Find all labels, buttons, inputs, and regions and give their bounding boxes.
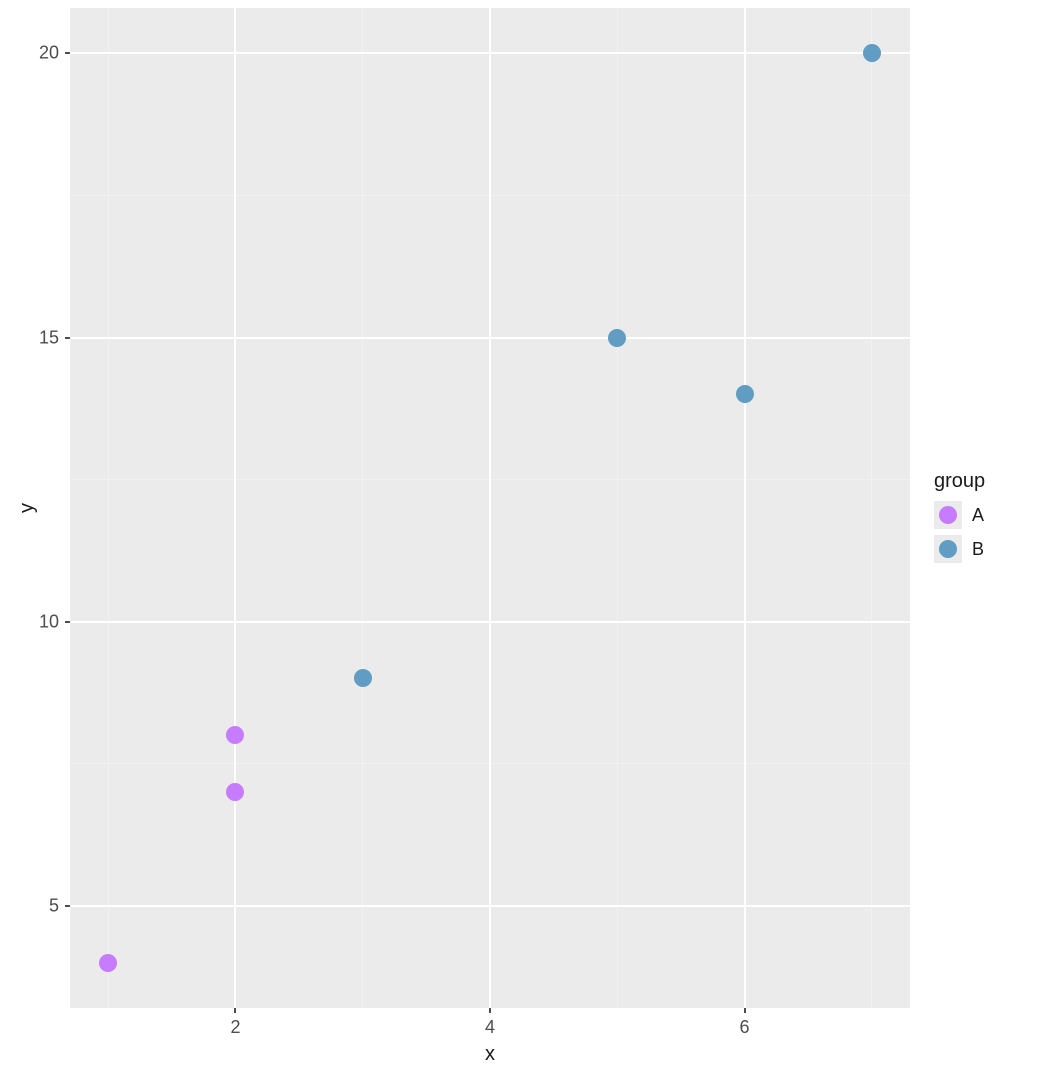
legend: group AB bbox=[934, 470, 985, 569]
legend-key bbox=[934, 501, 962, 529]
legend-item: B bbox=[934, 535, 985, 563]
y-tick-mark bbox=[65, 52, 70, 54]
data-point bbox=[354, 669, 372, 687]
x-tick-label: 6 bbox=[740, 1017, 750, 1038]
data-point bbox=[736, 385, 754, 403]
data-point bbox=[226, 726, 244, 744]
legend-label: A bbox=[972, 505, 984, 526]
x-grid-minor bbox=[617, 8, 618, 1008]
legend-items: AB bbox=[934, 501, 985, 563]
legend-key bbox=[934, 535, 962, 563]
x-tick-mark bbox=[489, 1008, 491, 1013]
data-point bbox=[226, 783, 244, 801]
data-point bbox=[608, 329, 626, 347]
legend-title: group bbox=[934, 470, 985, 493]
y-tick-mark bbox=[65, 905, 70, 907]
x-tick-mark bbox=[744, 1008, 746, 1013]
y-grid-major bbox=[70, 337, 910, 339]
x-grid-minor bbox=[362, 8, 363, 1008]
x-tick-label: 2 bbox=[230, 1017, 240, 1038]
y-tick-mark bbox=[65, 621, 70, 623]
x-axis-title: x bbox=[485, 1043, 495, 1066]
data-point bbox=[863, 44, 881, 62]
scatter-chart: y x group AB 2 4 6 5 10 15 20 bbox=[0, 0, 1064, 1071]
x-grid-major bbox=[744, 8, 746, 1008]
y-tick-mark bbox=[65, 337, 70, 339]
x-grid-minor bbox=[108, 8, 109, 1008]
x-grid-major bbox=[489, 8, 491, 1008]
y-tick-label: 5 bbox=[49, 895, 59, 916]
y-tick-label: 10 bbox=[39, 611, 59, 632]
y-grid-major bbox=[70, 52, 910, 54]
y-tick-label: 15 bbox=[39, 327, 59, 348]
legend-label: B bbox=[972, 539, 984, 560]
x-grid-major bbox=[234, 8, 236, 1008]
x-grid-minor bbox=[871, 8, 872, 1008]
y-grid-major bbox=[70, 621, 910, 623]
y-axis-title: y bbox=[16, 503, 39, 513]
y-tick-label: 20 bbox=[39, 43, 59, 64]
y-grid-major bbox=[70, 905, 910, 907]
legend-item: A bbox=[934, 501, 985, 529]
x-tick-mark bbox=[234, 1008, 236, 1013]
legend-dot-icon bbox=[939, 540, 957, 558]
data-point bbox=[99, 954, 117, 972]
x-tick-label: 4 bbox=[485, 1017, 495, 1038]
legend-dot-icon bbox=[939, 506, 957, 524]
